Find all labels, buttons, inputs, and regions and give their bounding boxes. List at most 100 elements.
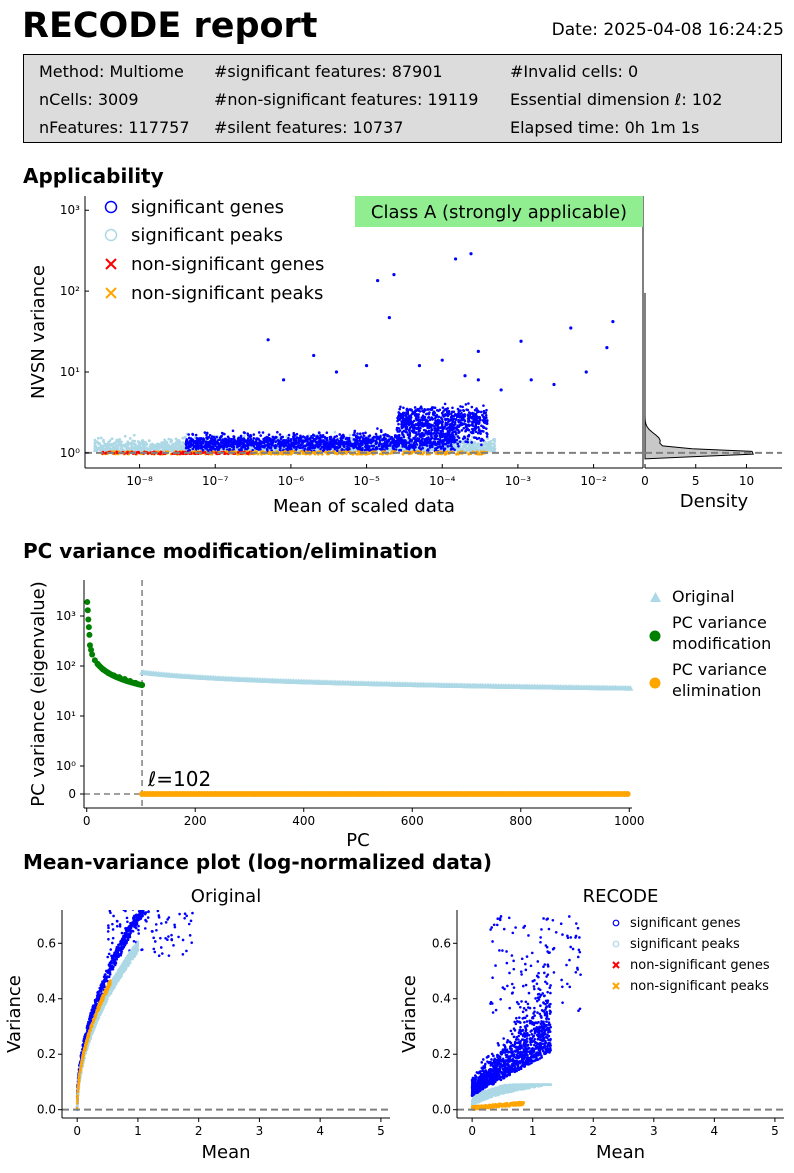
significant-gene-point [424,429,427,432]
significant-gene-point [464,423,468,426]
significant-gene-point [427,429,431,433]
significant-gene-point [205,432,209,435]
significant-gene-point [265,439,269,443]
significant-gene-point [398,448,401,452]
significant-gene-point [427,438,431,441]
significant-gene-point [484,413,488,417]
significant-gene-point [353,431,356,434]
significant-gene-point [418,444,422,447]
significant-peak-point [489,444,492,448]
legend-label: significant peaks [131,225,283,246]
significant-gene-point [482,409,486,413]
significant-gene-point [459,421,463,425]
significant-gene-point [450,412,453,416]
significant-gene-point [299,446,303,450]
significant-gene-point [464,440,467,443]
significant-gene-point [268,446,272,450]
significant-gene-point [423,408,426,412]
significant-gene-outlier [611,319,615,324]
significant-gene-point [446,414,450,418]
series-original [139,669,634,691]
significant-gene-point [413,406,417,409]
significant-gene-point [310,440,314,444]
significant-gene-point [261,431,265,434]
significant-gene-point [383,434,386,437]
legend-marker [105,287,117,299]
significant-gene-point [360,447,364,451]
significant-gene-outlier [584,370,588,374]
significant-gene-point [482,416,486,419]
significant-gene-point [364,431,367,435]
significant-peak-point [110,437,114,441]
significant-peak-point [114,440,118,444]
significant-gene-point [191,433,195,436]
significant-gene-point [209,445,212,449]
significant-gene-outlier [376,278,380,283]
significant-gene-point [343,442,347,445]
significant-peak-point [157,445,160,449]
legend-marker [105,258,117,270]
significant-gene-point [318,441,322,444]
significant-gene-point [485,419,489,422]
significant-gene-point [481,413,484,417]
significant-peak-point [480,445,483,449]
significant-gene-point [401,445,404,448]
applicability-x-label: Mean of scaled data [273,496,455,517]
significant-gene-point [425,444,429,447]
significant-gene-point [450,445,453,448]
significant-gene-point [435,413,439,417]
significant-gene-point [419,433,423,437]
significant-gene-point [196,441,200,445]
significant-peak-point [133,439,137,443]
significant-gene-point [430,443,434,447]
significant-gene-point [454,418,458,421]
significant-peak-point [102,440,105,443]
significant-peak-point [167,447,171,450]
significant-gene-point [221,440,225,443]
significant-gene-point [474,418,478,422]
significant-peak-point [167,444,171,448]
significant-gene-point [380,444,384,448]
significant-gene-point [251,439,255,442]
significant-gene-point [265,448,269,451]
significant-peak-point [476,444,480,448]
significant-gene-point [424,418,427,421]
significant-gene-point [463,419,467,422]
significant-peak-point [430,448,434,451]
significant-gene-outlier [499,388,503,392]
significant-gene-point [428,441,432,444]
significant-peak-point [98,446,102,450]
significant-gene-point [399,405,402,409]
significant-gene-point [222,432,225,436]
significant-gene-point [380,447,384,451]
significant-gene-point [484,411,488,415]
significant-gene-outlier [453,257,458,261]
significant-gene-point [236,437,240,440]
significant-gene-point [430,428,434,432]
x-tick-label: 10⁻⁷ [202,474,229,488]
significant-gene-point [480,443,483,447]
nonsignificant-gene-point [115,451,119,455]
significant-peak-point [96,446,100,450]
nonsignificant-gene-point [179,452,183,455]
significant-gene-point [248,440,251,443]
significant-gene-point [331,441,334,444]
significant-gene-point [354,438,358,442]
significant-gene-point [413,424,417,427]
significant-gene-outlier [281,378,286,382]
significant-gene-point [203,431,207,434]
significant-peak-point [103,444,107,448]
significant-gene-point [453,420,457,424]
significant-gene-point [482,404,485,407]
significant-gene-outlier [387,316,391,320]
significant-gene-point [429,407,433,411]
significant-gene-point [440,422,444,426]
significant-gene-point [192,445,196,449]
significant-gene-point [341,436,345,439]
significant-gene-point [404,414,408,417]
significant-gene-point [417,446,421,449]
significant-gene-point [469,430,473,434]
significant-gene-point [383,442,387,445]
significant-peak-point [174,437,178,441]
significant-gene-point [358,432,362,436]
